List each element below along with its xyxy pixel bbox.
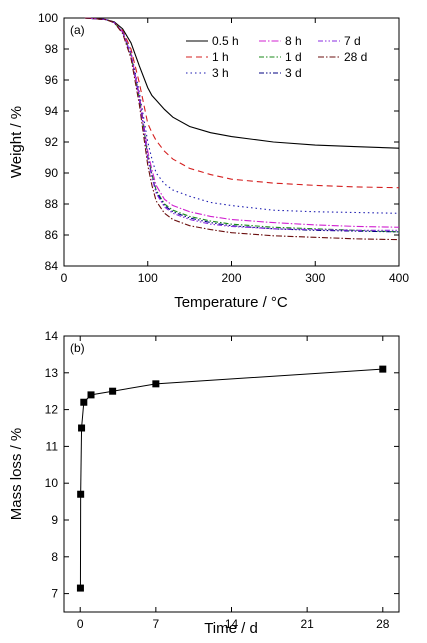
panel-a-x-tick-label: 300 xyxy=(305,271,325,285)
panel-b-label: (b) xyxy=(70,341,85,355)
panel-a-y-tick-label: 90 xyxy=(45,166,59,180)
legend-label-8-h: 8 h xyxy=(285,34,302,48)
mass-loss-point xyxy=(87,391,95,399)
mass-loss-point xyxy=(80,398,88,406)
panel-a-series xyxy=(84,17,400,241)
panel-a-y-tick-label: 92 xyxy=(45,135,59,149)
panel-b-y-tick-label: 9 xyxy=(51,513,58,527)
panel-a-y-tick-label: 96 xyxy=(45,73,59,87)
series-line-3-d xyxy=(84,17,400,233)
series-line-1-h xyxy=(84,17,400,189)
legend-label-3-d: 3 d xyxy=(285,66,302,80)
panel-a-x-tick-label: 0 xyxy=(61,271,68,285)
panel-b-series xyxy=(76,365,387,592)
panel-b-y-tick-label: 11 xyxy=(46,439,59,453)
panel-a-y-tick-label: 100 xyxy=(38,11,58,25)
panel-b-x-tick-label: 28 xyxy=(376,617,390,631)
panel-b-y-axis-title: Mass loss / % xyxy=(8,428,25,521)
panel-a-y-tick-label: 94 xyxy=(45,104,59,118)
legend-label-28-d: 28 d xyxy=(344,50,367,64)
panel-b-x-axis-title: Time / d xyxy=(204,620,258,637)
series-line-8-h xyxy=(84,17,400,228)
panel-a-x-tick-label: 400 xyxy=(389,271,409,285)
series-line-1-d xyxy=(84,17,400,233)
panel-b-y-tick-label: 14 xyxy=(45,329,59,343)
panel-a: 0 100 200 300 400 84 86 88 90 92 94 96 98 100 (a) Tem… xyxy=(8,11,409,311)
panel-a-x-tick-label: 200 xyxy=(221,271,241,285)
panel-b-x-tick-label: 0 xyxy=(77,617,84,631)
panel-b-x-tick-label: 7 xyxy=(153,617,160,631)
legend-label-1-d: 1 d xyxy=(285,50,302,64)
legend-label-0-5-h: 0.5 h xyxy=(212,34,239,48)
series-line-3-h xyxy=(84,17,400,214)
panel-b-y-tick-label: 7 xyxy=(51,587,58,601)
mass-loss-point xyxy=(109,387,117,395)
panel-b: 0 7 14 21 28 7 8 9 10 11 12 13 14 (b) Time / d Mass … xyxy=(8,329,400,637)
mass-loss-point xyxy=(77,490,85,498)
series-line-0-5-h xyxy=(84,17,400,149)
panel-a-y-axis-title: Weight / % xyxy=(8,106,25,178)
panel-a-ticks: 0 100 200 300 400 84 86 88 90 92 94 96 98 100 xyxy=(38,11,409,285)
panel-b-x-tick-label: 14 xyxy=(225,617,239,631)
panel-b-y-tick-label: 8 xyxy=(51,550,58,564)
panel-b-y-tick-label: 12 xyxy=(45,403,59,417)
mass-loss-point xyxy=(78,424,86,432)
panel-b-y-tick-label: 10 xyxy=(45,476,59,490)
mass-loss-line xyxy=(79,368,383,589)
legend-label-3-h: 3 h xyxy=(212,66,229,80)
panel-b-x-tick-label: 21 xyxy=(300,617,314,631)
legend-label-7-d: 7 d xyxy=(344,34,361,48)
panel-a-y-tick-label: 98 xyxy=(45,42,59,56)
panel-a-legend: 0.5 h 8 h 7 d 1 h 1 d 28 d 3 h 3 d xyxy=(186,34,367,80)
mass-loss-point xyxy=(152,380,160,388)
panel-b-plot-frame xyxy=(63,335,400,613)
panel-b-y-tick-label: 13 xyxy=(45,366,59,380)
panel-a-y-tick-label: 86 xyxy=(45,228,59,242)
panel-a-x-axis-title: Temperature / °C xyxy=(174,294,288,311)
panel-a-y-tick-label: 88 xyxy=(45,197,59,211)
panel-b-ticks: 0 7 14 21 28 7 8 9 10 11 12 13 14 xyxy=(45,329,399,631)
series-line-7-d xyxy=(84,17,399,231)
series-line-28-d xyxy=(84,17,400,241)
mass-loss-point xyxy=(76,584,84,592)
legend-label-1-h: 1 h xyxy=(212,50,229,64)
panel-a-y-tick-label: 84 xyxy=(45,259,59,273)
panel-a-label: (a) xyxy=(70,23,85,37)
panel-a-x-tick-label: 100 xyxy=(138,271,158,285)
mass-loss-point xyxy=(379,365,387,373)
